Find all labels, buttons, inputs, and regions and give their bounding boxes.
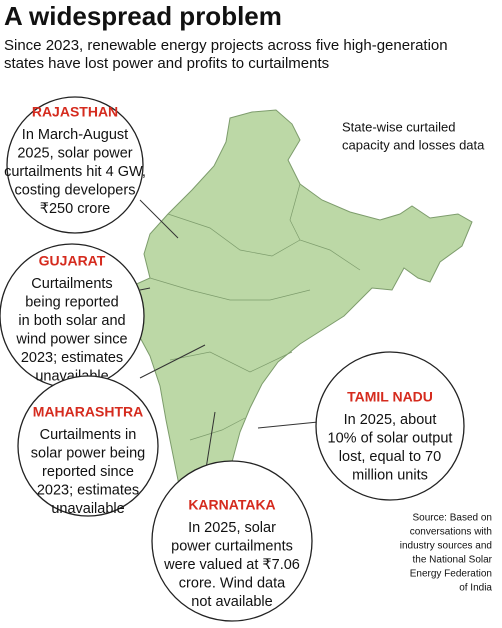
- callout-text: wind power since: [15, 331, 127, 347]
- callout-circle: [6, 96, 144, 234]
- callout-text: 2023; estimates: [21, 350, 123, 366]
- callout-text: costing developers: [15, 182, 136, 198]
- callout-text: 10% of solar output: [328, 430, 453, 446]
- callout-text: million units: [352, 467, 428, 483]
- callout-circle: [17, 375, 159, 517]
- callout-text: In 2025, about: [344, 412, 437, 428]
- map-note: capacity and losses data: [342, 137, 485, 152]
- callout-text: solar power being: [31, 445, 145, 461]
- callout-circle: [315, 351, 465, 501]
- callout-text: 2023; estimates: [37, 482, 139, 498]
- callout-text: In 2025, solar: [188, 520, 276, 536]
- source: Source: Based on: [413, 513, 493, 524]
- callout-text: Curtailments: [31, 276, 112, 292]
- source: Energy Federation: [410, 569, 492, 580]
- callout-text: 2025, solar power: [17, 145, 132, 161]
- callout-text: in both solar and: [18, 313, 125, 329]
- callout-text: power curtailments: [171, 538, 293, 554]
- subtitle: Since 2023, renewable energy projects ac…: [4, 37, 448, 54]
- source: the National Solar: [413, 555, 493, 566]
- state-name: RAJASTHAN: [32, 104, 118, 120]
- source: of India: [459, 583, 492, 594]
- callout-text: crore. Wind data: [179, 575, 286, 591]
- state-name: GUJARAT: [39, 253, 106, 269]
- callout-text: unavailable: [51, 501, 124, 517]
- state-name: MAHARASHTRA: [33, 404, 143, 420]
- state-name: KARNATAKA: [188, 497, 275, 513]
- subtitle: states have lost power and profits to cu…: [4, 55, 329, 72]
- callout-text: In March-August: [22, 127, 128, 143]
- callout-text: curtailments hit 4 GW,: [4, 164, 146, 180]
- state-borders: [149, 183, 361, 441]
- title: A widespread problem: [4, 1, 282, 31]
- callout-text: Curtailments in: [40, 427, 137, 443]
- source: conversations with: [410, 527, 492, 538]
- state-name: TAMIL NADU: [347, 389, 433, 405]
- callout-text: not available: [191, 594, 272, 610]
- map-note: State-wise curtailed: [342, 119, 455, 134]
- callout-text: being reported: [25, 294, 119, 310]
- callout-text: lost, equal to 70: [339, 449, 441, 465]
- callout-circle: [151, 460, 313, 622]
- callout-text: reported since: [42, 464, 134, 480]
- callout-text: were valued at ₹7.06: [163, 557, 300, 573]
- source: industry sources and: [400, 541, 492, 552]
- callout-text: ₹250 crore: [40, 201, 110, 217]
